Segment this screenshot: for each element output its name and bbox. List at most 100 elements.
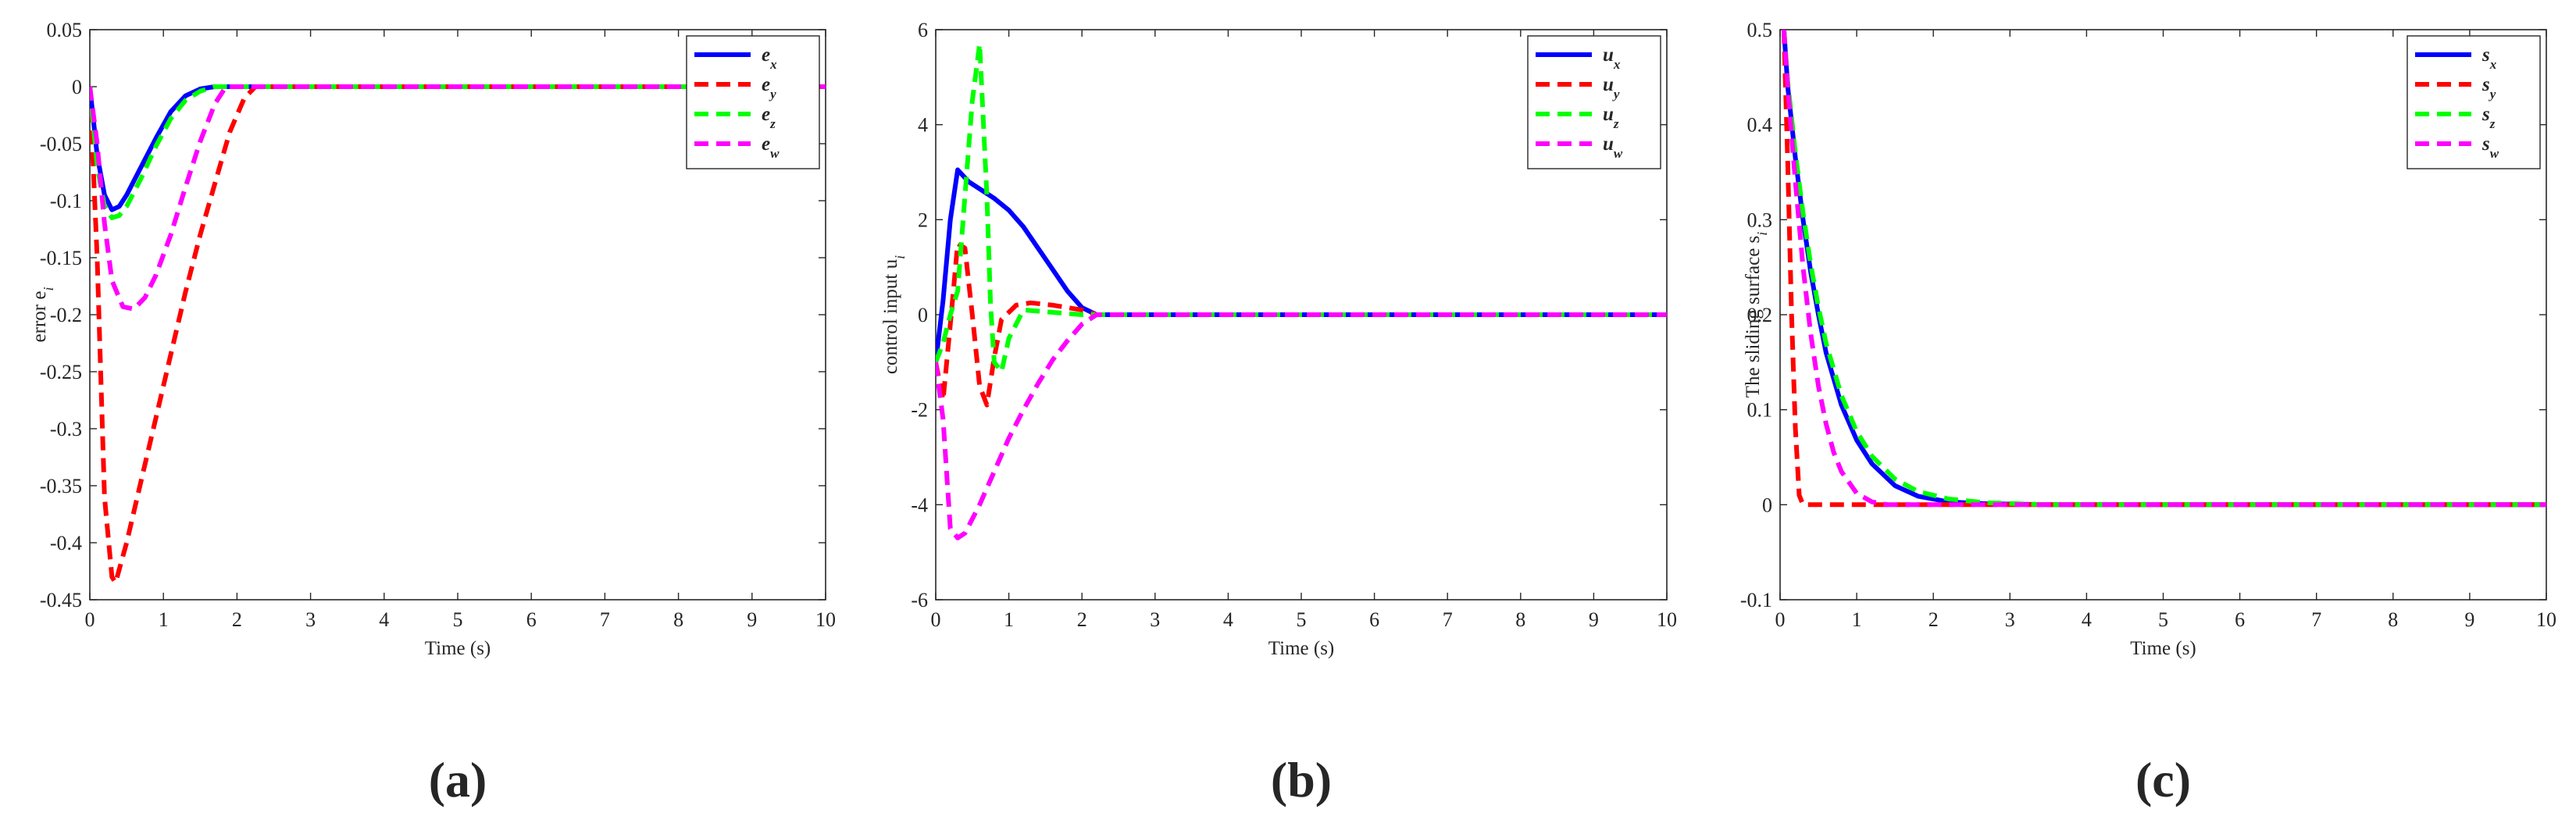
y-tick-label: 0.2 (1747, 304, 1773, 326)
legend-box (686, 35, 820, 169)
series-line-uw (936, 312, 1667, 540)
x-tick-label: 1 (1004, 608, 1014, 631)
x-tick-label: 9 (747, 608, 757, 631)
x-tick-label: 3 (1150, 608, 1160, 631)
series-line-sy (1781, 30, 2546, 508)
legend-entry: ew (762, 134, 780, 161)
x-tick-label: 2 (1928, 608, 1939, 631)
y-axis-label: The sliding surface si (1743, 232, 1770, 398)
y-tick-label: 0.1 (1747, 399, 1773, 422)
y-tick-label: 0.05 (47, 19, 83, 41)
y-tick-label: 6 (918, 19, 928, 41)
legend-entry: sw (2481, 134, 2499, 161)
y-tick-label: -0.1 (1740, 589, 1772, 611)
x-tick-label: 10 (815, 608, 836, 631)
legend-entry: sy (2481, 74, 2496, 102)
x-tick-label: 0 (85, 608, 95, 631)
x-axis-label: Time (s) (425, 638, 491, 659)
y-tick-label: -0.3 (50, 418, 82, 440)
panel-label-c: (c) (2135, 752, 2191, 807)
x-tick-label: 10 (1657, 608, 1677, 631)
x-tick-label: 10 (2536, 608, 2556, 631)
x-axis-label: Time (s) (1268, 638, 1335, 659)
legend-entry: uy (1603, 74, 1620, 102)
y-tick-label: 4 (918, 114, 928, 137)
series-line-ux (936, 167, 1667, 363)
y-tick-label: -0.15 (40, 247, 82, 269)
x-tick-label: 6 (526, 608, 537, 631)
x-tick-label: 7 (600, 608, 610, 631)
x-tick-label: 9 (2464, 608, 2474, 631)
legend-entry: sx (2481, 45, 2497, 72)
x-tick-label: 4 (379, 608, 389, 631)
legend-entry: ez (762, 104, 776, 131)
y-tick-label: -0.25 (40, 361, 82, 383)
x-tick-label: 8 (2388, 608, 2398, 631)
y-tick-label: 0 (1762, 494, 1772, 516)
series-line-uz (936, 41, 1667, 374)
x-tick-label: 2 (232, 608, 242, 631)
legend-entry: sz (2481, 104, 2496, 131)
series-line-uy (936, 241, 1667, 408)
x-tick-label: 5 (2158, 608, 2168, 631)
series-line-ey (90, 84, 826, 586)
y-tick-label: -0.1 (50, 190, 82, 212)
panel-label-b: (b) (1271, 752, 1332, 807)
x-tick-label: 8 (1515, 608, 1525, 631)
x-tick-label: 5 (1297, 608, 1307, 631)
series-line-ew (90, 84, 826, 312)
y-tick-label: 0.3 (1747, 208, 1773, 231)
legend-entry: ex (762, 45, 777, 72)
x-tick-label: 0 (1775, 608, 1786, 631)
panel-b: 0 1 2 3 4 5 6 7 8 9 10 6 4 2 0 -2 -4 -6 Time (s) control in… (880, 19, 1677, 807)
x-tick-label: 6 (1369, 608, 1379, 631)
series-line-sz (1781, 30, 2546, 508)
y-tick-label: -0.35 (40, 475, 82, 497)
legend-entry: ey (762, 74, 776, 102)
x-tick-label: 2 (1077, 608, 1087, 631)
y-tick-label: -0.45 (40, 589, 82, 611)
x-tick-label: 3 (2005, 608, 2015, 631)
legend-entry: ux (1603, 45, 1621, 72)
y-tick-label: -0.4 (50, 532, 82, 554)
y-axis-label: control input ui (880, 255, 908, 374)
y-tick-label: 0.5 (1747, 19, 1773, 41)
y-tick-label: -0.05 (40, 133, 82, 155)
y-tick-label: -2 (911, 399, 928, 422)
y-tick-label: -0.2 (50, 304, 82, 326)
x-axis-label: Time (s) (2130, 638, 2196, 659)
x-tick-label: 8 (673, 608, 683, 631)
series-group-a (90, 84, 826, 586)
series-group-c (1781, 30, 2546, 508)
series-line-ez (90, 84, 826, 220)
panel-label-a: (a) (429, 752, 487, 807)
y-tick-label: 0 (72, 76, 82, 98)
panel-a: 0 1 2 3 4 5 6 7 8 9 10 0.05 0 -0.05 -0.1 -0.15 -0.2 -0.25… (29, 19, 836, 807)
legend-box (2407, 35, 2541, 169)
y-tick-label: -4 (911, 494, 928, 516)
legend-entry: uz (1603, 104, 1619, 131)
y-tick-label: -6 (911, 589, 928, 611)
x-tick-label: 7 (2311, 608, 2321, 631)
y-tick-label: 0 (918, 304, 928, 326)
series-line-sw (1781, 30, 2546, 508)
x-tick-label: 1 (1852, 608, 1862, 631)
x-tick-label: 4 (2082, 608, 2092, 631)
x-tick-label: 1 (159, 608, 169, 631)
x-tick-label: 6 (2235, 608, 2245, 631)
x-tick-label: 4 (1223, 608, 1233, 631)
x-tick-label: 5 (453, 608, 463, 631)
x-tick-label: 3 (305, 608, 316, 631)
x-tick-label: 7 (1443, 608, 1453, 631)
legend-entry: uw (1603, 134, 1623, 161)
x-tick-label: 0 (931, 608, 941, 631)
series-group-b (936, 41, 1667, 540)
y-tick-label: 0.4 (1747, 114, 1773, 137)
y-axis-label: error ei (29, 287, 56, 343)
legend-box (1527, 35, 1661, 169)
